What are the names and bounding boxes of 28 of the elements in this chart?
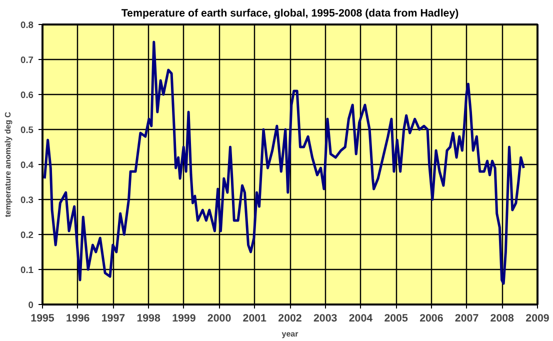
x-tick-label: 2000	[207, 312, 232, 324]
line-series	[43, 40, 525, 285]
x-tick-label: 2008	[490, 312, 514, 324]
x-tick-label: 1999	[172, 312, 196, 324]
x-axis-title: year	[282, 330, 298, 338]
y-tick-label: 0.1	[20, 265, 34, 275]
x-tick-label: 2006	[420, 312, 444, 324]
x-tick-label: 1998	[136, 312, 160, 324]
x-tick-label: 2009	[526, 312, 550, 324]
x-tick-label: 2004	[348, 312, 373, 324]
x-tick-label: 1996	[66, 312, 90, 324]
x-tick-label: 2002	[278, 312, 302, 324]
chart-title: Temperature of earth surface, global, 1995-2008 (data from Hadley)	[121, 8, 460, 20]
x-tick-label: 2003	[314, 312, 338, 324]
x-tick-label: 2001	[242, 312, 267, 324]
y-tick-label: 0.8	[20, 20, 34, 30]
y-tick-label: 0	[28, 300, 34, 310]
x-tick-label: 1997	[101, 312, 126, 324]
y-tick-label: 0.4	[20, 160, 34, 170]
y-axis-title: temperature anomaly deg C	[4, 112, 13, 218]
y-tick-label: 0.5	[20, 125, 34, 135]
y-tick-label: 0.6	[20, 90, 34, 100]
x-tick-label: 1995	[30, 312, 54, 324]
y-tick-label: 0.2	[20, 230, 34, 240]
y-tick-label: 0.7	[20, 55, 34, 65]
x-tick-label: 2005	[384, 312, 408, 324]
y-tick-label: 0.3	[20, 195, 34, 205]
x-tick-label: 2007	[454, 312, 479, 324]
